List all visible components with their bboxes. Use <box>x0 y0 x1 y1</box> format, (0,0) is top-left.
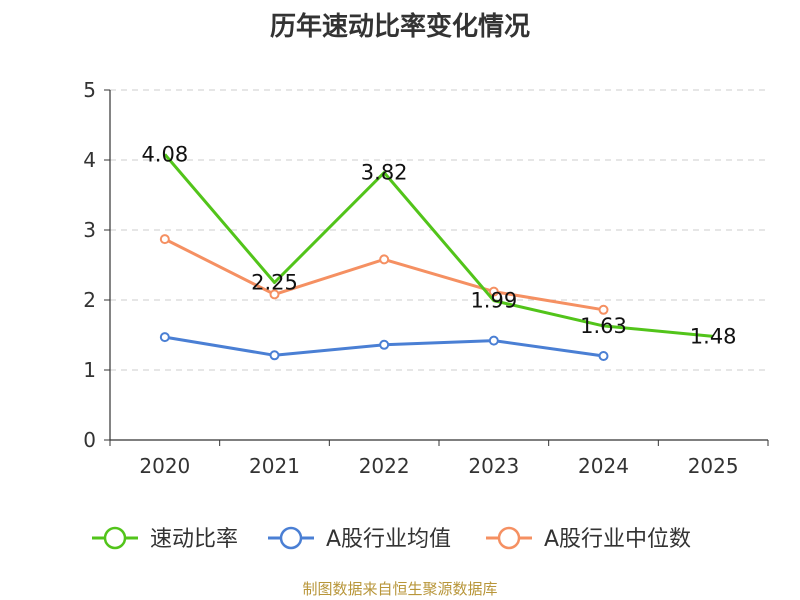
data-point <box>379 339 390 350</box>
data-point <box>269 350 280 361</box>
legend-item-1: A股行业均值 <box>268 526 451 552</box>
y-tick-label: 2 <box>83 288 96 312</box>
data-label: 1.48 <box>690 324 737 348</box>
legend-label: A股行业均值 <box>326 527 451 552</box>
series-line-2 <box>164 237 604 312</box>
x-tick-label: 2024 <box>578 454 629 478</box>
data-point <box>379 254 390 265</box>
x-tick-label: 2022 <box>359 454 410 478</box>
legend-swatch-marker <box>279 526 303 550</box>
data-point <box>598 304 609 315</box>
y-tick-label: 0 <box>83 428 96 452</box>
source-note: 制图数据来自恒生聚源数据库 <box>302 580 498 598</box>
y-tick-label: 3 <box>83 218 96 242</box>
grid-lines <box>110 89 768 371</box>
legend-label: A股行业中位数 <box>544 527 691 552</box>
legend-item-0: 速动比率 <box>92 526 238 552</box>
y-tick-label: 5 <box>83 78 96 102</box>
legend-swatch-marker <box>103 526 127 550</box>
data-label: 1.99 <box>470 289 517 313</box>
x-tick-label: 2021 <box>249 454 300 478</box>
series-lines <box>159 153 714 361</box>
data-label: 4.08 <box>141 142 188 166</box>
chart-title: 历年速动比率变化情况 <box>269 12 530 42</box>
legend: 速动比率 A股行业均值 A股行业中位数 <box>92 526 691 552</box>
data-label: 3.82 <box>361 161 408 185</box>
x-tick-label: 2020 <box>139 454 190 478</box>
series-line-0 <box>163 153 714 338</box>
y-tick-label: 1 <box>83 358 96 382</box>
data-point <box>598 351 609 361</box>
data-point <box>159 234 170 245</box>
data-point <box>159 332 170 343</box>
legend-swatch-marker <box>497 526 521 550</box>
data-point <box>488 335 499 346</box>
data-point <box>488 286 499 297</box>
axes: 0 1 2 3 4 5 2020 2021 2022 2023 2024 2025 <box>83 78 769 478</box>
y-tick-label: 4 <box>83 148 96 172</box>
data-label: 1.63 <box>580 314 627 338</box>
data-labels: 4.08 2.25 3.82 1.99 1.63 1.48 <box>141 142 736 348</box>
legend-item-2: A股行业中位数 <box>486 526 691 552</box>
data-label: 2.25 <box>251 271 298 295</box>
x-tick-label: 2023 <box>468 454 519 478</box>
x-tick-label: 2025 <box>688 454 739 478</box>
data-point <box>269 289 280 300</box>
legend-label: 速动比率 <box>150 527 238 552</box>
